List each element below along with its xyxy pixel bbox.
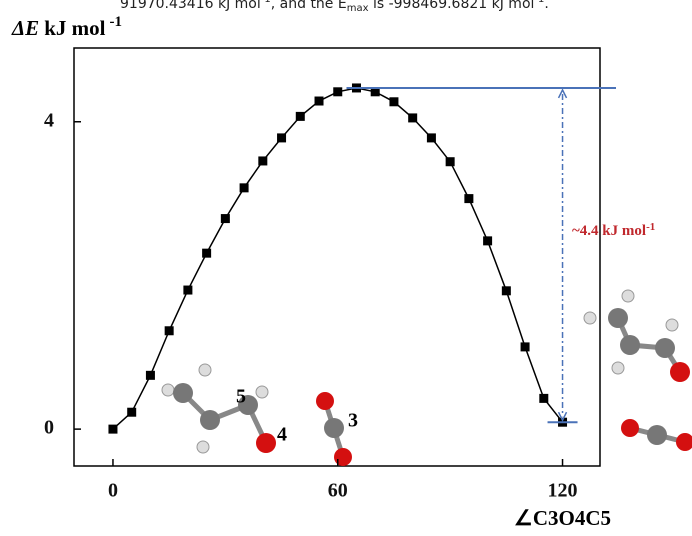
caption-part: 91970.43416 kJ mol: [120, 0, 261, 12]
marker: [427, 133, 436, 142]
barrier-label-text: ~4.4 kJ mol: [572, 223, 646, 239]
line: [113, 88, 563, 429]
marker: [539, 394, 548, 403]
x-tick-label: 0: [108, 480, 118, 502]
caption-part: -1: [534, 0, 544, 5]
y-label-exponent: -1: [109, 14, 122, 30]
marker: [146, 371, 155, 380]
marker: [483, 236, 492, 245]
atom-label: 3: [348, 410, 358, 432]
x-tick-label: 60: [328, 480, 348, 502]
y-label-unit: kJ mol: [44, 16, 105, 40]
marker: [240, 183, 249, 192]
marker: [502, 286, 511, 295]
marker: [446, 157, 455, 166]
marker: [277, 133, 286, 142]
marker: [464, 194, 473, 203]
marker: [408, 113, 417, 122]
plot-frame: [74, 48, 600, 466]
marker: [165, 326, 174, 335]
caption-part: -1: [261, 0, 271, 5]
caption: 91970.43416 kJ mol-1, and the Emax is -9…: [120, 0, 549, 14]
marker: [296, 112, 305, 121]
atom-label: 5: [236, 386, 246, 408]
barrier-label-exponent: -1: [646, 221, 655, 233]
marker: [521, 342, 530, 351]
marker: [389, 97, 398, 106]
atom-label: 4: [277, 424, 287, 446]
y-label-symbol: ΔE: [11, 16, 39, 40]
caption-part: max: [347, 3, 369, 14]
caption-part: , and the E: [271, 0, 347, 12]
caption-part: .: [544, 0, 548, 12]
marker: [127, 408, 136, 417]
marker: [221, 214, 230, 223]
marker: [183, 286, 192, 295]
y-tick-label: 4: [44, 109, 54, 131]
x-tick-label: 120: [548, 480, 578, 502]
barrier-label: ~4.4 kJ mol-1: [572, 221, 655, 240]
marker: [315, 97, 324, 106]
chart: 91970.43416 kJ mol-1, and the Emax is -9…: [0, 0, 692, 536]
marker: [258, 156, 267, 165]
marker: [108, 425, 117, 434]
marker: [333, 87, 342, 96]
marker: [202, 249, 211, 258]
molecules: [162, 290, 692, 466]
caption-part: is -998469.6821 kJ mol: [369, 0, 535, 12]
y-tick-label: 0: [44, 417, 54, 439]
x-axis-label: ∠C3O4C5: [514, 506, 611, 530]
